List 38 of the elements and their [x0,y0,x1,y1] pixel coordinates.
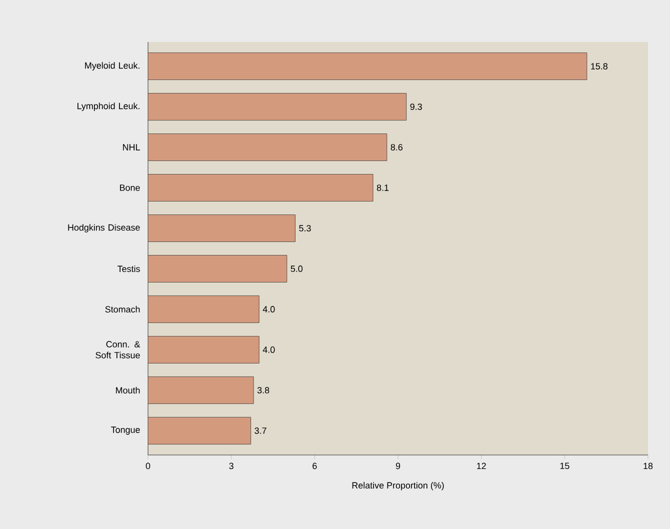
x-tick-label: 3 [229,462,234,470]
y-tick-label: Mouth [116,386,140,394]
y-tick-label: Stomach [105,306,140,313]
y-tick-label: Bone [120,184,140,191]
data-label: 5.3 [299,225,311,232]
y-tick-label: Hodgkins Disease [68,224,140,232]
x-tick-label: 9 [396,462,400,470]
data-label: 4.0 [262,306,275,312]
x-tick-label: 0 [146,462,150,470]
y-tick-label: Lymphoid Leuk. [78,102,140,111]
y-tick-label: Myeloid Leuk. [85,62,140,70]
x-tick-label: 15 [560,462,570,470]
bar [148,376,254,404]
data-label: 4.0 [262,346,275,353]
x-axis-title: Relative Proportion (%) [352,482,444,490]
bar [148,134,388,161]
bar [148,416,251,444]
bar [148,336,260,364]
bar [148,214,296,242]
data-label: 3.8 [257,387,270,394]
x-tick-label: 18 [644,462,653,470]
bar [148,296,260,323]
data-label: 15.8 [591,63,608,70]
y-tick-label: Tongue [111,426,140,435]
x-tick-label: 12 [477,462,486,470]
data-label: 8.6 [390,144,402,150]
y-tick-label: Conn. & Soft Tissue [96,341,140,358]
x-tick-label: 6 [312,462,317,470]
y-tick-label: Testis [118,265,140,272]
data-label: 9.3 [410,104,422,110]
bar [148,174,374,202]
data-label: 3.7 [254,428,266,434]
data-label: 8.1 [376,184,389,191]
bar [148,52,588,80]
bar [148,255,288,282]
bar [148,93,407,120]
y-tick-label: NHL [123,144,140,150]
data-label: 5.0 [290,266,303,272]
